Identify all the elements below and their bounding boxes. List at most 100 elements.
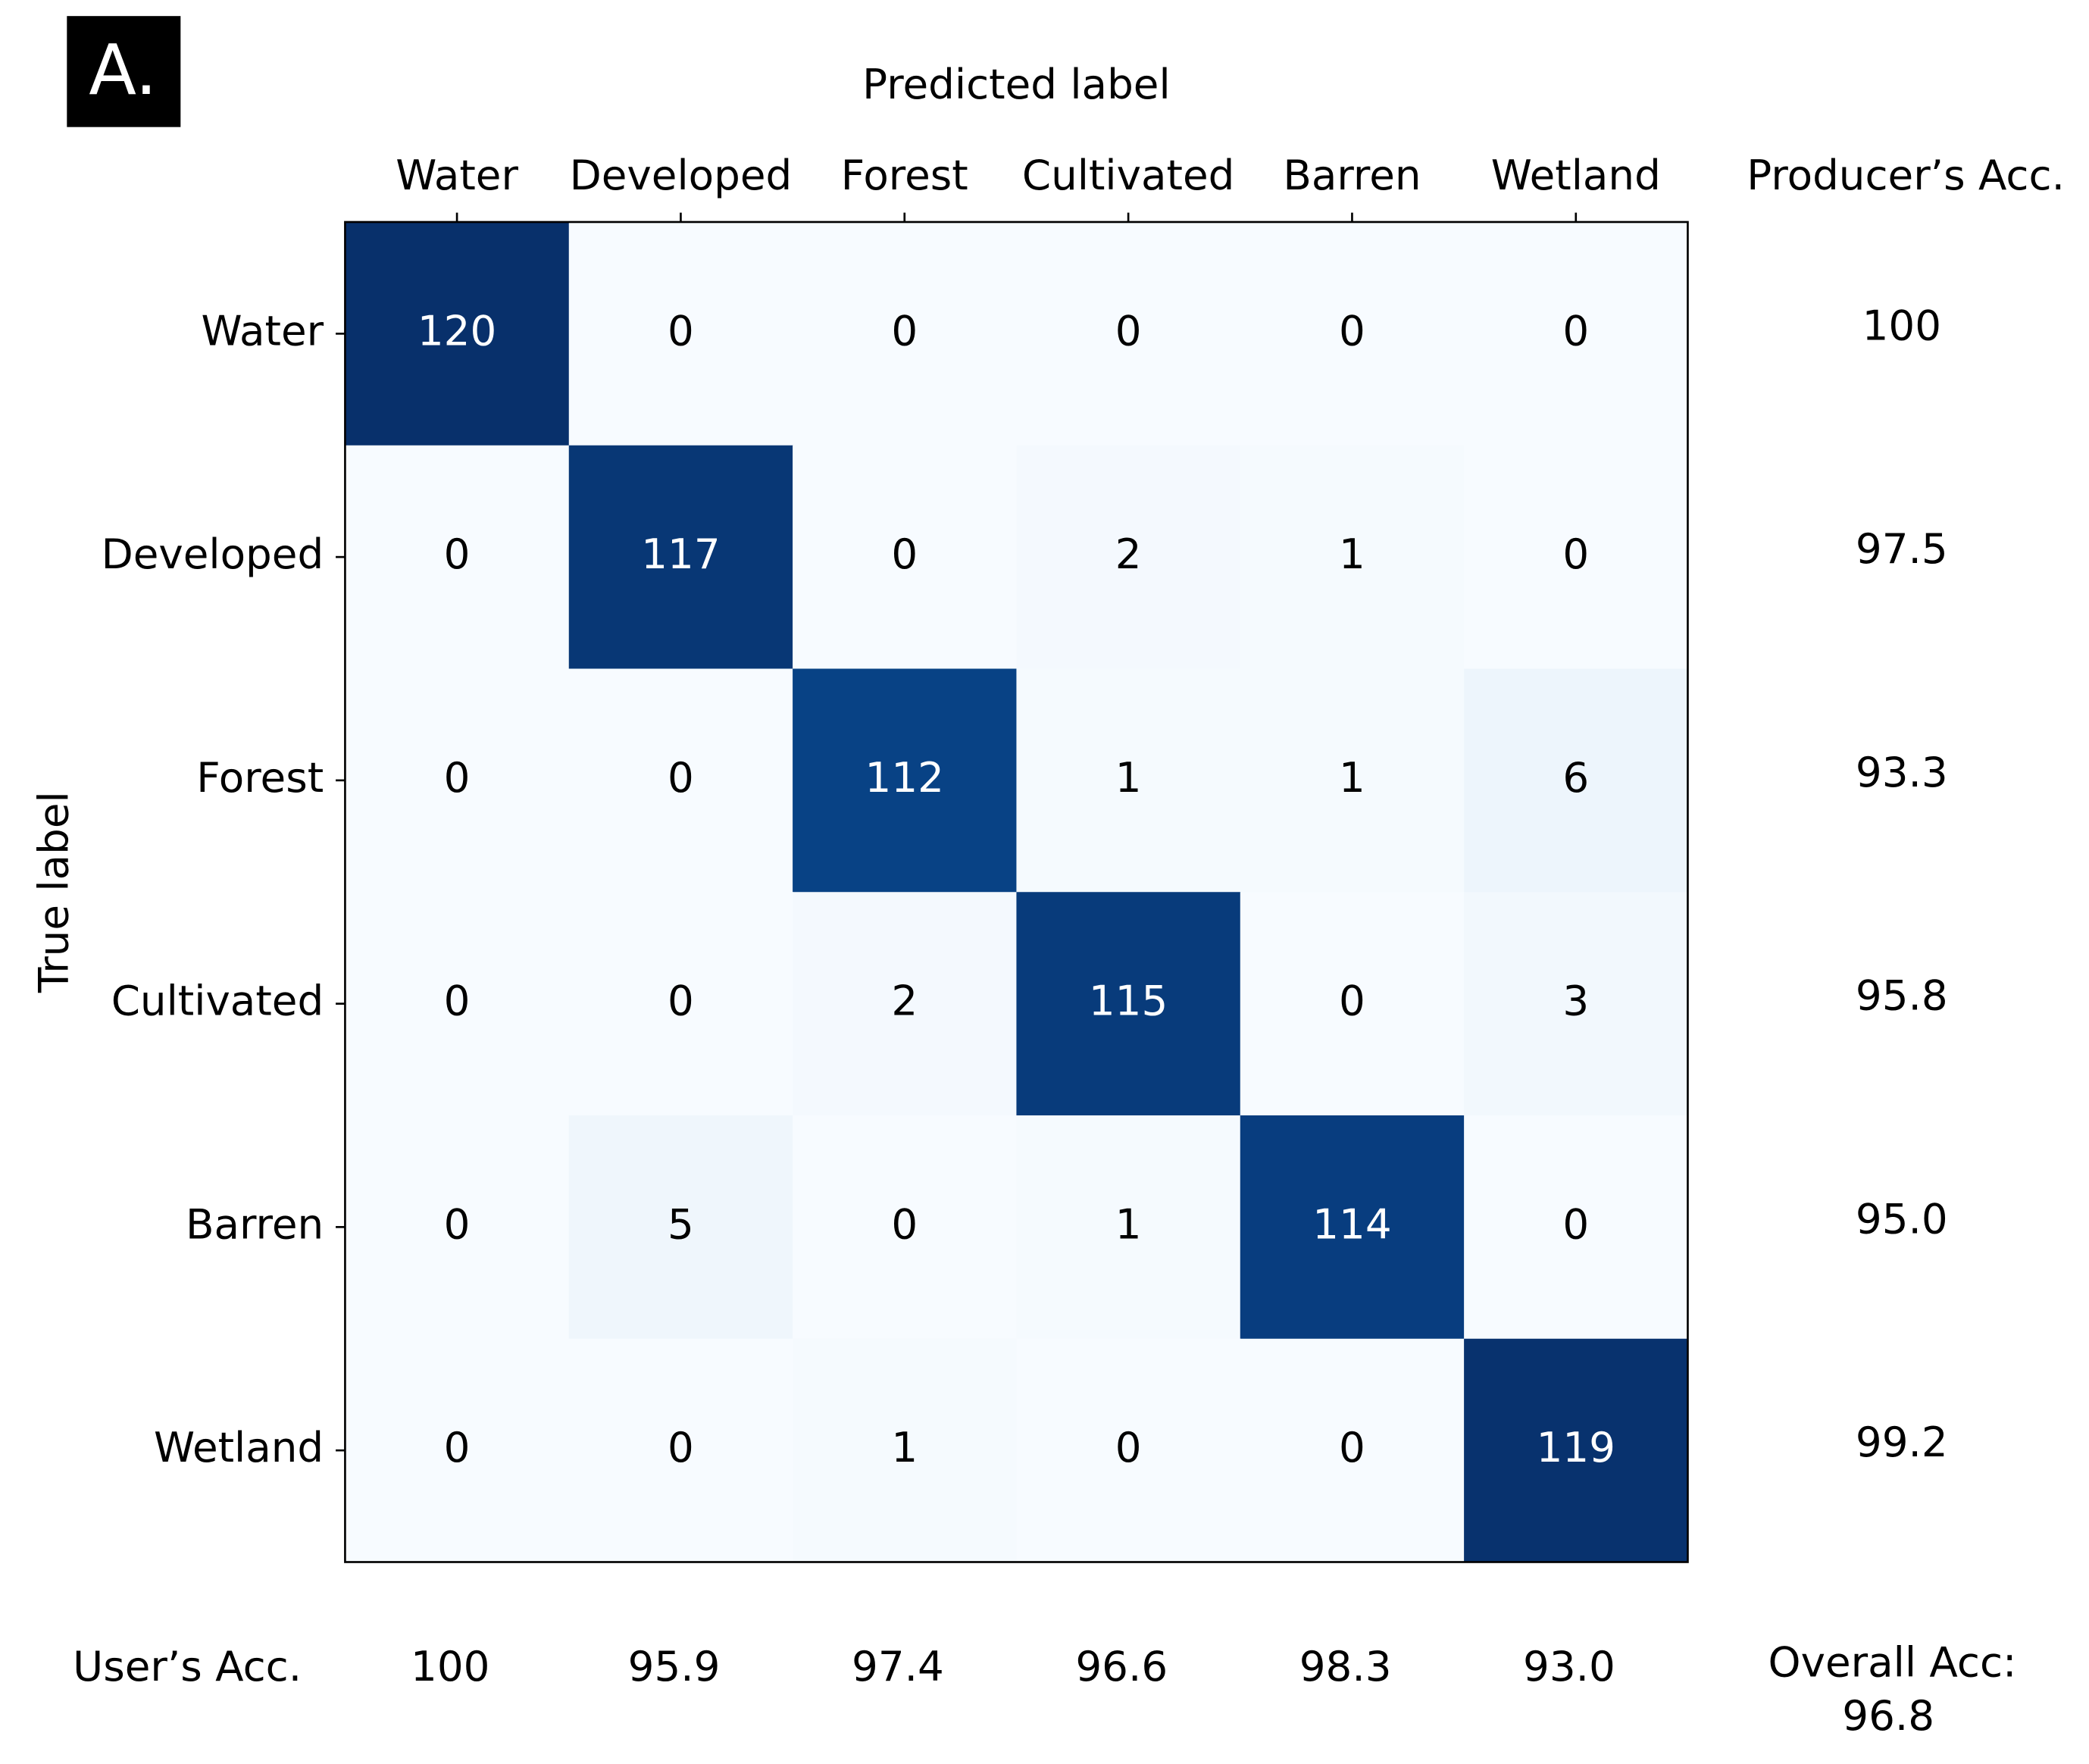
cell-label: 0 (1562, 1199, 1589, 1248)
cell (1016, 221, 1241, 446)
cell-label: 0 (444, 530, 471, 578)
cell (793, 892, 1018, 1116)
cell (1464, 668, 1689, 893)
y-tick-label: Water (201, 306, 324, 355)
cell-label: 0 (1339, 306, 1365, 355)
cell-label: 0 (444, 753, 471, 802)
cell-label: 0 (1562, 530, 1589, 578)
users-acc-value: 96.6 (1075, 1642, 1168, 1690)
cell-label: 0 (1562, 306, 1589, 355)
cell-label: 0 (891, 1199, 918, 1248)
producers-acc-value: 100 (1862, 301, 1941, 349)
cell-label: 115 (1089, 977, 1168, 1025)
cell-label: 6 (1562, 753, 1589, 802)
cell-label: 0 (444, 977, 471, 1025)
producers-acc-value: 97.5 (1856, 524, 1948, 573)
cell-label: 114 (1312, 1199, 1391, 1248)
cell (793, 445, 1018, 670)
cell-label: 0 (1115, 1423, 1142, 1472)
cell (568, 221, 793, 446)
cell (345, 668, 570, 893)
cell-label: 119 (1537, 1423, 1615, 1472)
cell-label: 1 (891, 1423, 918, 1472)
cell-label: 1 (1339, 530, 1365, 578)
cell (793, 221, 1018, 446)
x-tick-label: Barren (1283, 151, 1421, 199)
users-acc-value: 100 (411, 1642, 489, 1690)
cell (1464, 221, 1689, 446)
cell (345, 892, 570, 1116)
x-tick-label: Developed (570, 151, 793, 199)
cell-label: 2 (1115, 530, 1142, 578)
cell (1240, 668, 1465, 893)
cell-label: 0 (668, 1423, 694, 1472)
cell-label: 0 (1339, 977, 1365, 1025)
cell-label: 117 (641, 530, 720, 578)
cell (568, 445, 793, 670)
cell-label: 0 (1339, 1423, 1365, 1472)
y-tick-label: Cultivated (111, 977, 324, 1025)
producers-acc-value: 95.0 (1856, 1194, 1948, 1243)
cell (568, 668, 793, 893)
cell (1016, 445, 1241, 670)
cell (1240, 892, 1465, 1116)
users-acc-value: 97.4 (852, 1642, 944, 1690)
producers-acc-value: 95.8 (1856, 971, 1948, 1020)
cell (345, 1115, 570, 1340)
cell (1240, 445, 1465, 670)
x-axis-title: Predicted label (862, 60, 1170, 108)
cell (1464, 1115, 1689, 1340)
x-tick-label: Water (396, 151, 518, 199)
cell-label: 3 (1562, 977, 1589, 1025)
x-tick-label: Forest (841, 151, 968, 199)
overall-acc-value: 96.8 (1842, 1691, 1934, 1740)
producers-acc-value: 99.2 (1856, 1418, 1948, 1466)
cell (1016, 892, 1241, 1116)
cell-label: 112 (865, 753, 944, 802)
cell-label: 0 (444, 1199, 471, 1248)
cell (568, 1338, 793, 1563)
cell-label: 1 (1115, 753, 1142, 802)
overall-acc-title: Overall Acc: (1768, 1638, 2017, 1687)
cell (568, 1115, 793, 1340)
cell (345, 221, 570, 446)
panel-badge (67, 16, 181, 127)
cell-label: 0 (668, 977, 694, 1025)
x-tick-label: Cultivated (1022, 151, 1234, 199)
cell (345, 1338, 570, 1563)
users-acc-value: 98.3 (1299, 1642, 1392, 1690)
cell-label: 0 (891, 530, 918, 578)
y-tick-label: Wetland (154, 1423, 324, 1472)
panel-label: A. (89, 30, 157, 111)
matrix-frame (344, 220, 1689, 1563)
cell-label: 0 (444, 1423, 471, 1472)
cell (1016, 1115, 1241, 1340)
cell-label: 1 (1339, 753, 1365, 802)
users-acc-value: 93.0 (1523, 1642, 1615, 1690)
cell (1464, 892, 1689, 1116)
producers-acc-value: 93.3 (1856, 748, 1948, 796)
cell (793, 1115, 1018, 1340)
y-tick-label: Developed (102, 530, 324, 578)
y-axis-title: True label (29, 791, 77, 993)
cell-label: 0 (668, 753, 694, 802)
y-tick-label: Barren (186, 1199, 324, 1248)
cell-label: 2 (891, 977, 918, 1025)
cell (1016, 668, 1241, 893)
cell (793, 1338, 1018, 1563)
cell (345, 445, 570, 670)
producers-acc-title: Producer’s Acc. (1747, 151, 2065, 199)
cell (1464, 1338, 1689, 1563)
cell (1240, 221, 1465, 446)
cell-label: 0 (891, 306, 918, 355)
cell (1016, 1338, 1241, 1563)
cell (1240, 1115, 1465, 1340)
cell-label: 1 (1115, 1199, 1142, 1248)
cell (1464, 445, 1689, 670)
cell-label: 0 (1115, 306, 1142, 355)
cell (568, 892, 793, 1116)
users-acc-title: User’s Acc. (73, 1642, 302, 1690)
x-tick-label: Wetland (1491, 151, 1661, 199)
cell (793, 668, 1018, 893)
